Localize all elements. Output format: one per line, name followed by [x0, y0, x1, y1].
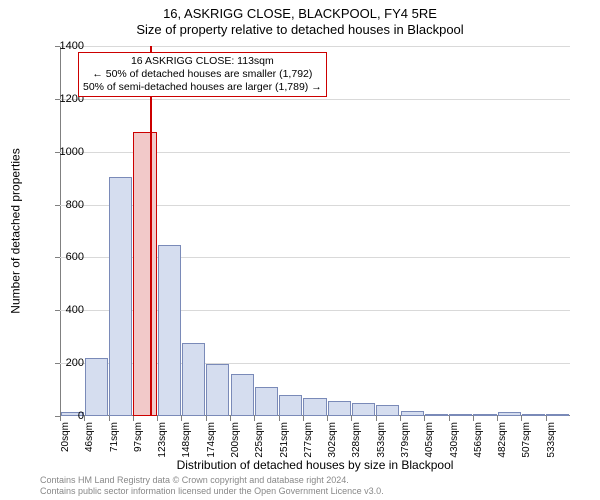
xtick-mark: [157, 416, 158, 421]
xtick-label: 507sqm: [521, 422, 532, 462]
bar: [522, 414, 545, 416]
ytick-label: 200: [66, 357, 84, 369]
bar: [401, 411, 424, 416]
xtick-mark: [133, 416, 134, 421]
xtick-label: 71sqm: [109, 422, 120, 462]
xtick-label: 482sqm: [497, 422, 508, 462]
bar: [303, 398, 326, 417]
bar: [231, 374, 254, 416]
bar: [279, 395, 302, 416]
bar: [85, 358, 108, 416]
xtick-mark: [181, 416, 182, 421]
xtick-label: 148sqm: [181, 422, 192, 462]
xtick-mark: [497, 416, 498, 421]
xtick-label: 97sqm: [133, 422, 144, 462]
xtick-mark: [303, 416, 304, 421]
bar: [352, 403, 375, 416]
xtick-mark: [449, 416, 450, 421]
chart-container: 16, ASKRIGG CLOSE, BLACKPOOL, FY4 5RE Si…: [0, 0, 600, 500]
ytick-mark: [55, 310, 60, 311]
gridline: [60, 46, 570, 47]
xtick-mark: [327, 416, 328, 421]
annotation-line1: 16 ASKRIGG CLOSE: 113sqm: [83, 55, 322, 68]
xtick-mark: [521, 416, 522, 421]
ytick-mark: [55, 363, 60, 364]
bar: [158, 245, 181, 416]
bar: [425, 414, 448, 416]
ytick-label: 600: [66, 251, 84, 263]
y-axis-label: Number of detached properties: [9, 148, 23, 313]
bar: [109, 177, 132, 416]
bar: [498, 412, 521, 416]
xtick-label: 200sqm: [230, 422, 241, 462]
footer-line1: Contains HM Land Registry data © Crown c…: [40, 475, 384, 485]
xtick-label: 430sqm: [449, 422, 460, 462]
bar: [449, 414, 472, 416]
xtick-mark: [109, 416, 110, 421]
xtick-mark: [424, 416, 425, 421]
bar: [328, 401, 351, 416]
xtick-label: 251sqm: [279, 422, 290, 462]
ytick-label: 1000: [60, 146, 84, 158]
xtick-label: 379sqm: [400, 422, 411, 462]
ytick-mark: [55, 257, 60, 258]
bar-highlight: [133, 132, 156, 416]
xtick-label: 46sqm: [84, 422, 95, 462]
annotation-line3: 50% of semi-detached houses are larger (…: [83, 81, 322, 94]
xtick-label: 174sqm: [206, 422, 217, 462]
bar: [546, 414, 569, 416]
footer-line2: Contains public sector information licen…: [40, 486, 384, 496]
chart-title-address: 16, ASKRIGG CLOSE, BLACKPOOL, FY4 5RE: [0, 6, 600, 21]
bar: [376, 405, 399, 416]
footer-attribution: Contains HM Land Registry data © Crown c…: [40, 475, 384, 496]
xtick-mark: [84, 416, 85, 421]
ytick-label: 1400: [60, 40, 84, 52]
bar: [206, 364, 229, 416]
xtick-mark: [230, 416, 231, 421]
chart-title-sub: Size of property relative to detached ho…: [0, 22, 600, 37]
xtick-mark: [206, 416, 207, 421]
xtick-label: 225sqm: [254, 422, 265, 462]
xtick-label: 328sqm: [351, 422, 362, 462]
gridline: [60, 99, 570, 100]
xtick-mark: [376, 416, 377, 421]
bar: [182, 343, 205, 416]
xtick-label: 302sqm: [327, 422, 338, 462]
ytick-mark: [55, 205, 60, 206]
ytick-label: 0: [78, 410, 84, 422]
xtick-label: 123sqm: [157, 422, 168, 462]
xtick-label: 456sqm: [473, 422, 484, 462]
annotation-box: 16 ASKRIGG CLOSE: 113sqm← 50% of detache…: [78, 52, 327, 97]
xtick-mark: [254, 416, 255, 421]
xtick-mark: [546, 416, 547, 421]
xtick-mark: [473, 416, 474, 421]
xtick-label: 405sqm: [424, 422, 435, 462]
xtick-label: 20sqm: [60, 422, 71, 462]
xtick-mark: [60, 416, 61, 421]
annotation-line2: ← 50% of detached houses are smaller (1,…: [83, 68, 322, 81]
marker-vline: [150, 46, 152, 416]
ytick-label: 400: [66, 304, 84, 316]
xtick-label: 277sqm: [303, 422, 314, 462]
xtick-mark: [400, 416, 401, 421]
xtick-mark: [279, 416, 280, 421]
xtick-mark: [351, 416, 352, 421]
ytick-label: 800: [66, 199, 84, 211]
xtick-label: 353sqm: [376, 422, 387, 462]
plot-area: [60, 46, 570, 416]
y-axis-label-wrap: Number of detached properties: [8, 46, 24, 416]
bar: [473, 414, 496, 416]
bar: [255, 387, 278, 416]
xtick-label: 533sqm: [546, 422, 557, 462]
